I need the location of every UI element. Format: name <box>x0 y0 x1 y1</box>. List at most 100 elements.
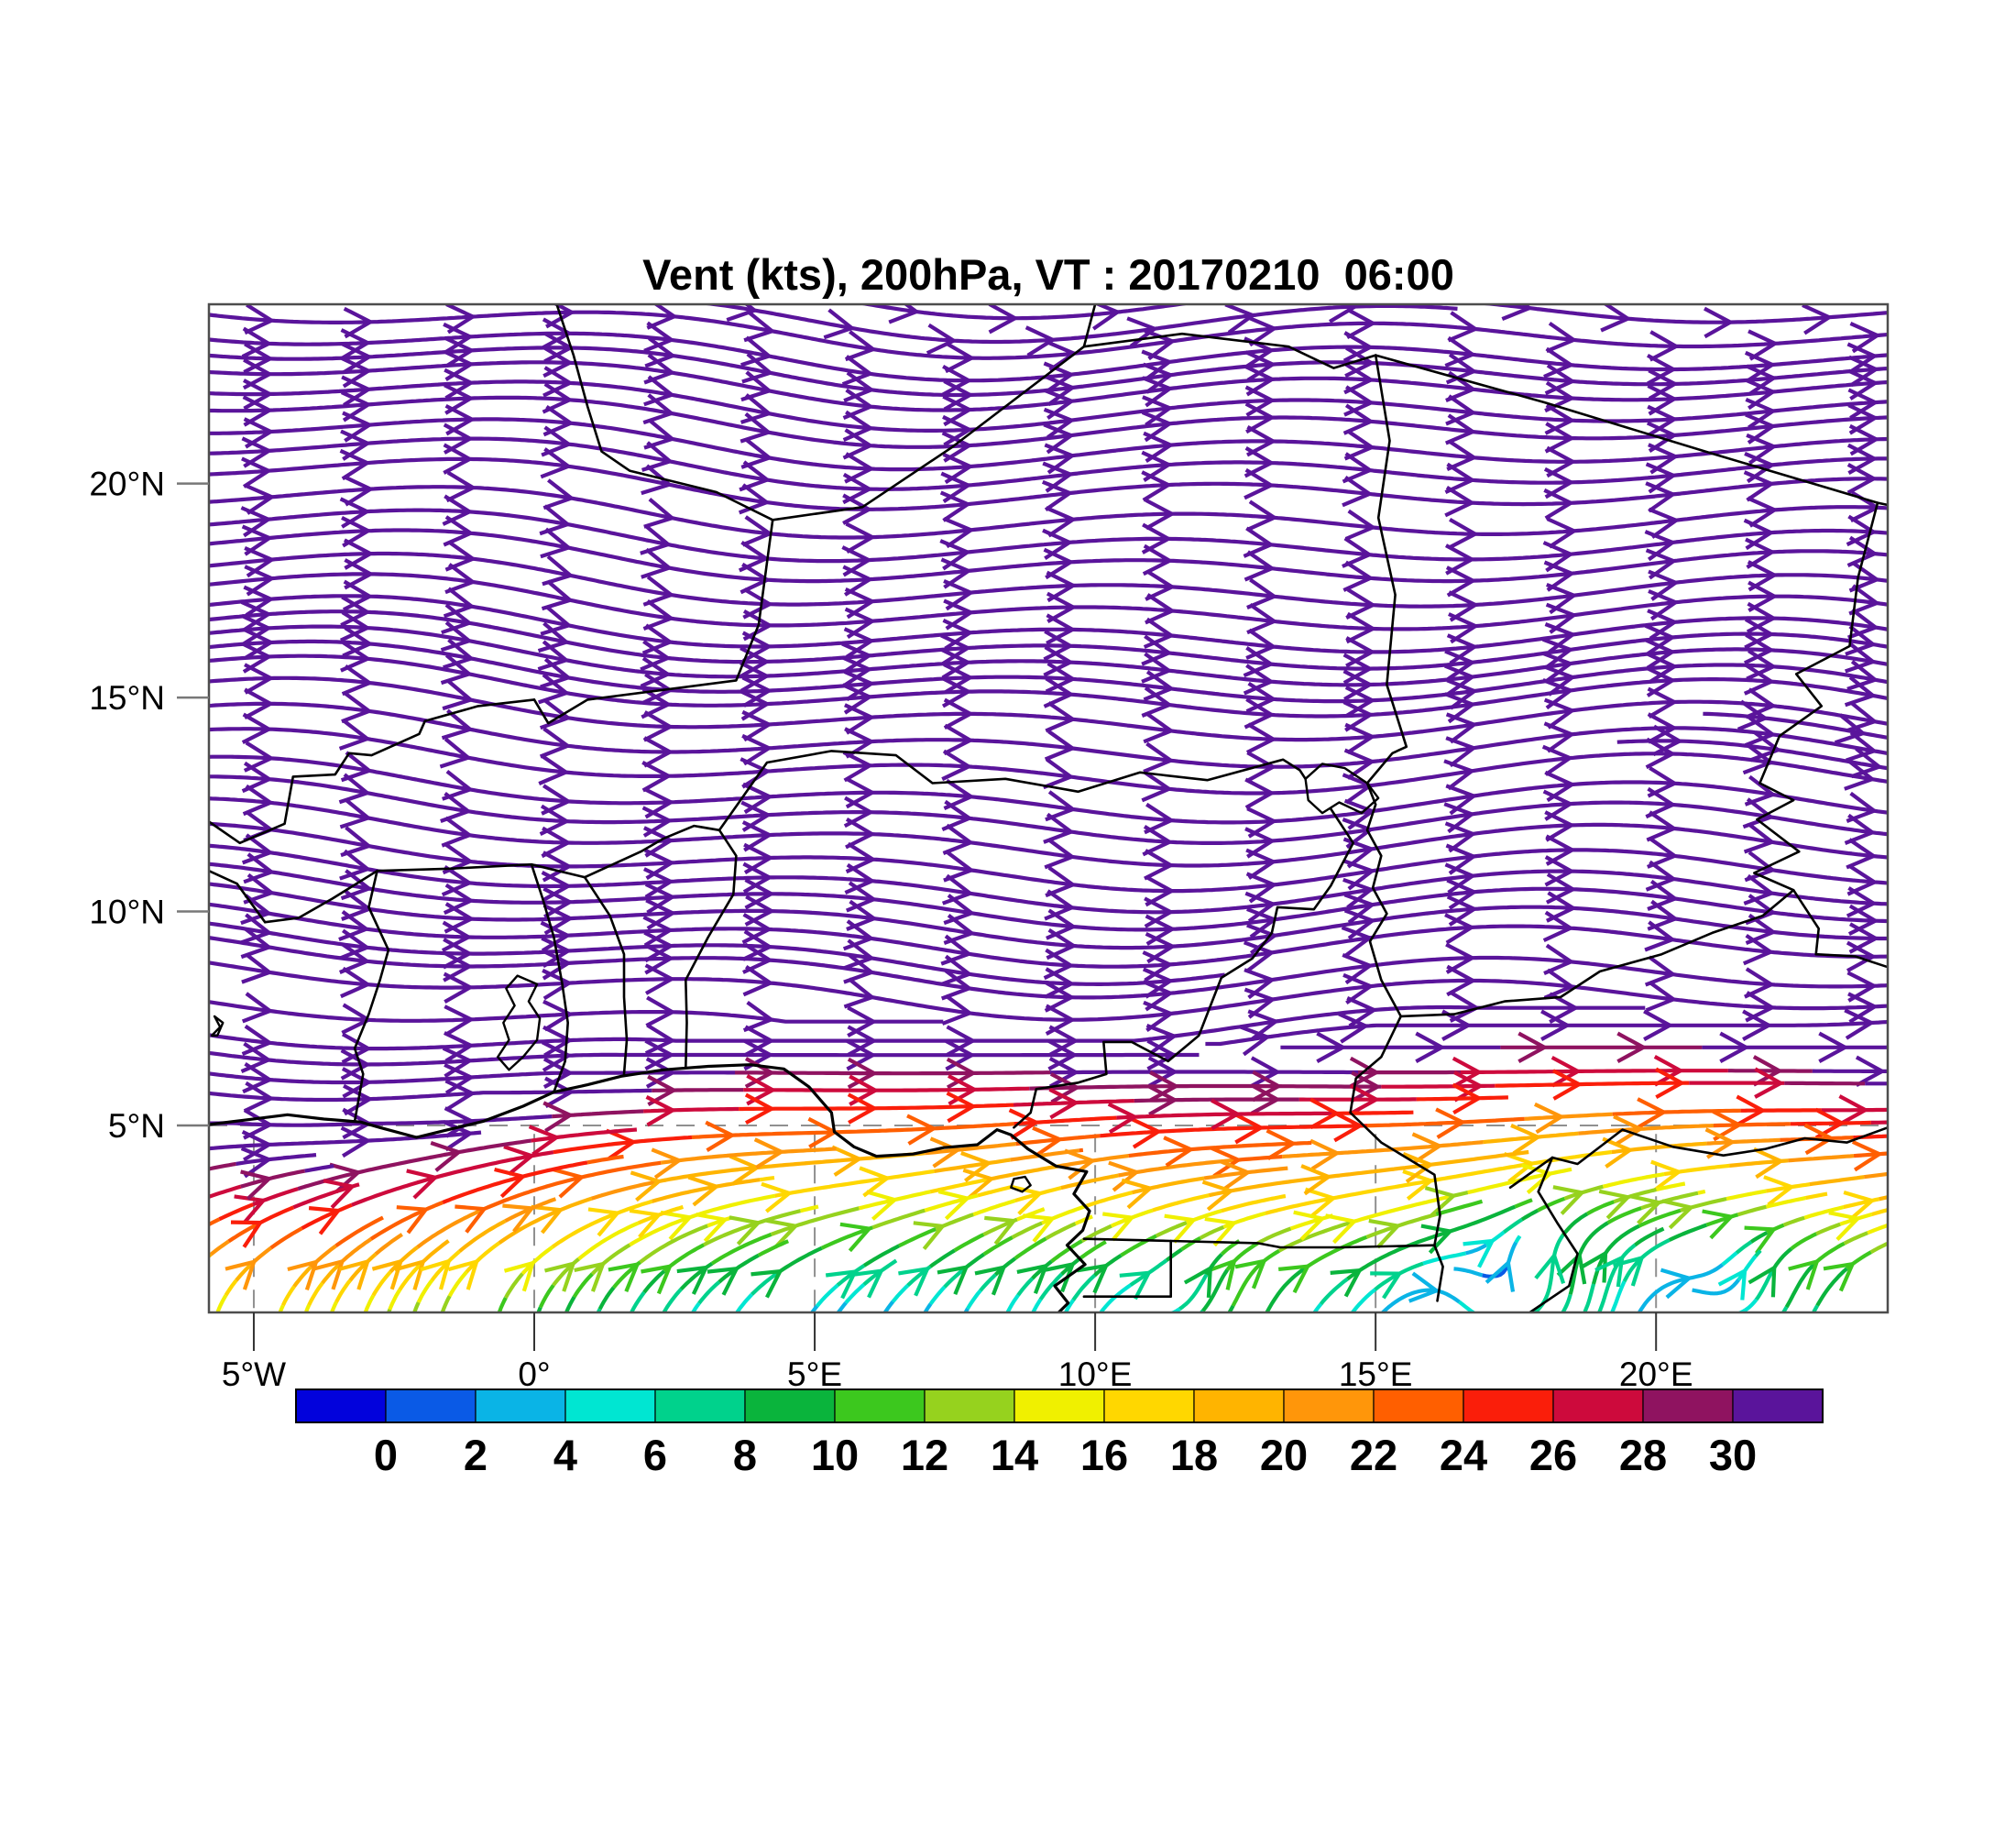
streamline <box>209 624 1888 687</box>
streamline-arrowhead <box>946 1091 978 1124</box>
streamline-arrowhead <box>1447 311 1480 343</box>
streamline <box>416 1208 482 1249</box>
lon-tick-label: 15°E <box>1339 1356 1413 1393</box>
streamline-arrowhead <box>943 663 975 695</box>
streamline-arrowhead <box>642 575 675 607</box>
streamline-arrowhead <box>340 610 372 642</box>
streamline <box>1156 1221 1188 1238</box>
streamline <box>1537 1196 1566 1213</box>
streamline <box>1749 1231 1769 1244</box>
streamline <box>259 1205 295 1224</box>
lat-tick-label: 20°N <box>89 466 165 503</box>
lon-tick-label: 20°E <box>1619 1356 1693 1393</box>
streamline <box>209 639 1888 704</box>
streamline <box>1737 1255 1758 1281</box>
streamline-arrowhead <box>445 304 477 335</box>
streamline-arrowhead <box>1408 1271 1441 1303</box>
streamline-arrowhead <box>1744 774 1777 807</box>
streamline <box>982 1235 1013 1257</box>
streamline <box>770 1206 860 1236</box>
streamline-arrowhead <box>1064 1148 1097 1180</box>
country-borders-layer <box>209 304 1888 1312</box>
streamline-arrowhead <box>984 1215 1018 1246</box>
streamline-arrowhead <box>1349 1056 1381 1089</box>
streamline-arrowhead <box>742 862 774 895</box>
streamline <box>536 1306 542 1312</box>
streamline-arrowhead <box>1445 565 1477 598</box>
streamline-arrowhead <box>443 587 477 619</box>
streamline-arrowhead <box>241 524 274 556</box>
streamline-arrowhead <box>1141 349 1174 381</box>
streamline <box>209 921 1225 986</box>
streamline-arrowhead <box>587 1207 621 1237</box>
streamline-arrowhead <box>1579 1249 1608 1283</box>
streamline <box>1765 1196 1806 1209</box>
streamline <box>1227 1304 1235 1312</box>
streamline-arrowhead <box>1244 827 1276 859</box>
streamline-arrowhead <box>1205 1257 1237 1290</box>
streamline-arrowhead <box>440 620 474 653</box>
streamline <box>1735 1240 1753 1255</box>
streamline-arrowhead <box>1121 1178 1155 1210</box>
coastline <box>209 1063 1091 1312</box>
streamline-arrowhead <box>1556 1251 1587 1285</box>
streamline <box>1381 1083 1496 1089</box>
streamline-arrowhead <box>1744 617 1776 650</box>
streamline-arrowhead <box>1448 590 1480 622</box>
streamline-arrowhead <box>943 778 976 811</box>
streamline-arrowhead <box>1444 862 1477 895</box>
streamline-arrowhead <box>503 1145 536 1176</box>
streamline-arrowhead <box>1647 837 1679 869</box>
streamline-arrowhead <box>241 833 275 865</box>
streamline-arrowhead <box>1644 955 1677 987</box>
streamline <box>1178 1273 1209 1311</box>
streamline <box>1610 1280 1627 1312</box>
streamline <box>577 1221 640 1261</box>
streamline <box>1045 1222 1077 1241</box>
streamline <box>1821 1107 1888 1113</box>
streamline <box>1265 1267 1306 1312</box>
country-border-niger-nigeria <box>718 750 1307 832</box>
streamline <box>1520 1208 1539 1222</box>
streamline-arrowhead <box>707 1266 740 1296</box>
streamline-arrowhead <box>1748 1264 1777 1298</box>
streamline-arrowhead <box>541 579 575 611</box>
streamline <box>1524 1112 1613 1121</box>
streamline-arrowhead <box>941 799 974 832</box>
streamline <box>209 551 1888 609</box>
streamline <box>215 1294 228 1312</box>
streamline-arrowhead <box>443 638 476 670</box>
streamline-arrowhead <box>1647 766 1679 798</box>
streamline <box>1867 1223 1888 1235</box>
streamline <box>1180 1235 1201 1252</box>
streamline-arrowhead <box>338 719 372 751</box>
streamline-arrowhead <box>1145 593 1177 625</box>
streamline <box>1578 1124 1715 1136</box>
streamline <box>836 1264 866 1287</box>
streamline-arrowhead <box>644 883 676 915</box>
lat-tick-label: 5°N <box>108 1107 165 1145</box>
streamline-arrowhead <box>541 871 573 903</box>
streamline-arrowhead <box>443 950 474 982</box>
streamline-arrowhead <box>1445 712 1478 744</box>
streamline-arrowhead <box>1843 1190 1877 1222</box>
streamline <box>1277 1219 1355 1253</box>
streamline-arrowhead <box>1747 496 1779 528</box>
streamline-arrowhead <box>1243 940 1276 972</box>
streamline-arrowhead <box>1802 304 1834 335</box>
streamline <box>334 1215 384 1248</box>
streamline-arrowhead <box>1844 675 1878 708</box>
streamline-arrowhead <box>1304 1187 1338 1219</box>
streamline-arrowhead <box>494 1167 527 1199</box>
streamline <box>465 1241 501 1274</box>
streamline-arrowhead <box>1345 636 1376 668</box>
streamline <box>209 1130 482 1151</box>
streamline-arrowhead <box>230 1220 264 1248</box>
colorbar-segment <box>1642 1388 1734 1423</box>
streamline-arrowhead <box>1244 401 1276 434</box>
streamline-arrowhead <box>1644 920 1677 952</box>
streamline-arrowhead <box>1243 664 1276 696</box>
country-border-car-cameroon <box>1349 1015 1444 1302</box>
streamline-arrowhead <box>1746 649 1778 681</box>
streamline-arrowhead <box>1788 1258 1820 1290</box>
